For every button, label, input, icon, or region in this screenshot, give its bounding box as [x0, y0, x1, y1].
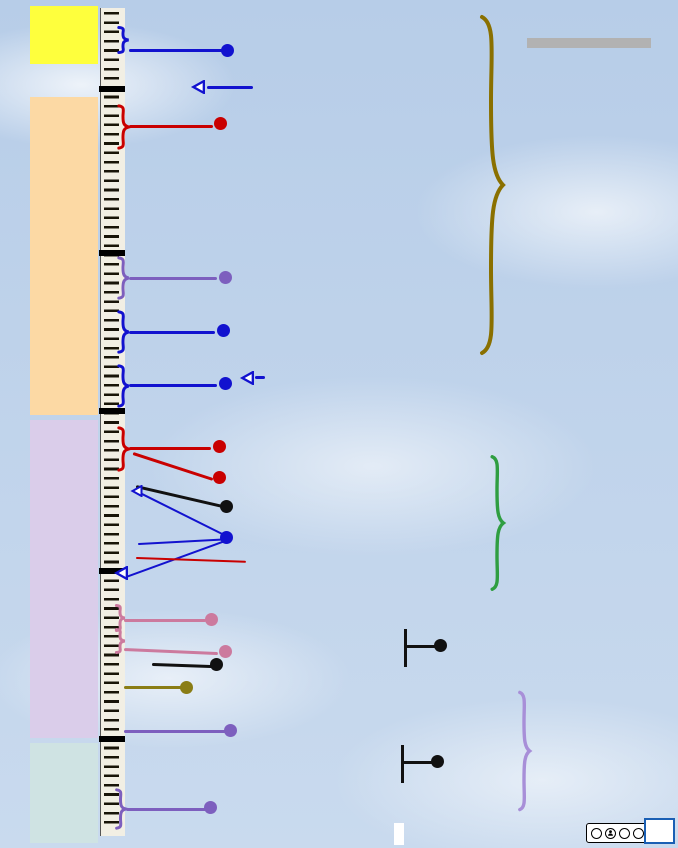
connector-line — [406, 645, 436, 648]
website-link[interactable] — [394, 823, 404, 845]
cc-icon — [590, 827, 602, 839]
timeline-ticks — [104, 12, 119, 830]
event-dot — [220, 531, 233, 544]
event-dot — [224, 724, 237, 737]
event-dot — [213, 471, 226, 484]
event-dot — [220, 500, 233, 513]
connector-line — [124, 686, 182, 689]
connector-line — [401, 745, 404, 783]
connector-line — [124, 619, 206, 622]
range-brace — [116, 311, 130, 353]
connector-line — [129, 49, 223, 52]
sa-icon — [632, 827, 644, 839]
range-brace — [114, 605, 126, 631]
left-arrowhead-icon — [130, 485, 143, 497]
event-dot — [204, 801, 217, 814]
major-tick-1750 — [99, 250, 125, 256]
event-dot — [205, 613, 218, 626]
range-brace — [116, 27, 130, 53]
connector-line — [129, 331, 215, 334]
connector-line — [403, 761, 433, 764]
era-brace-imperialismo — [517, 690, 531, 812]
connector-line — [129, 447, 211, 450]
range-brace — [116, 105, 130, 149]
left-arrowhead-icon — [190, 80, 205, 94]
century-band-xix — [30, 420, 98, 738]
event-dot — [214, 117, 227, 130]
by-person-icon — [604, 827, 616, 839]
connector-line — [151, 663, 213, 669]
event-dot — [431, 755, 444, 768]
connector-line — [129, 125, 213, 128]
connector-line — [132, 452, 214, 481]
event-dot — [213, 440, 226, 453]
left-arrowhead-icon — [239, 371, 254, 385]
era-brace-revoluciones-liberales — [489, 454, 505, 592]
left-arrowhead-icon — [113, 566, 128, 580]
century-band-xviii — [30, 97, 98, 415]
connector-line — [126, 808, 206, 811]
event-dot — [221, 44, 234, 57]
connector-line — [207, 86, 253, 89]
major-tick-1700 — [99, 86, 125, 92]
connector-line — [129, 384, 217, 387]
event-dot — [180, 681, 193, 694]
event-dot — [219, 271, 232, 284]
range-brace — [114, 629, 126, 653]
range-brace — [114, 789, 127, 829]
connector-line — [404, 629, 407, 667]
event-dot — [219, 377, 232, 390]
event-dot — [434, 639, 447, 652]
century-band-xx — [30, 743, 98, 843]
range-brace — [116, 365, 130, 407]
era-brace-antiguo-regimen — [476, 10, 506, 360]
connector-line — [129, 277, 217, 280]
range-brace — [116, 257, 130, 299]
connector-line — [135, 557, 246, 563]
event-dot — [217, 324, 230, 337]
event-dot — [210, 658, 223, 671]
major-tick-1850 — [99, 568, 125, 574]
century-band-xvii — [30, 6, 98, 64]
connector-line — [255, 376, 265, 379]
legend — [527, 38, 651, 48]
connector-line — [124, 730, 226, 733]
nc-icon — [618, 827, 630, 839]
ph-logo[interactable] — [644, 818, 675, 844]
connector-line — [123, 648, 218, 656]
major-tick-1800 — [99, 408, 125, 414]
range-brace — [116, 427, 130, 471]
cc-license-badge[interactable] — [586, 823, 648, 843]
major-tick-1900 — [99, 736, 125, 742]
event-dot — [219, 645, 232, 658]
